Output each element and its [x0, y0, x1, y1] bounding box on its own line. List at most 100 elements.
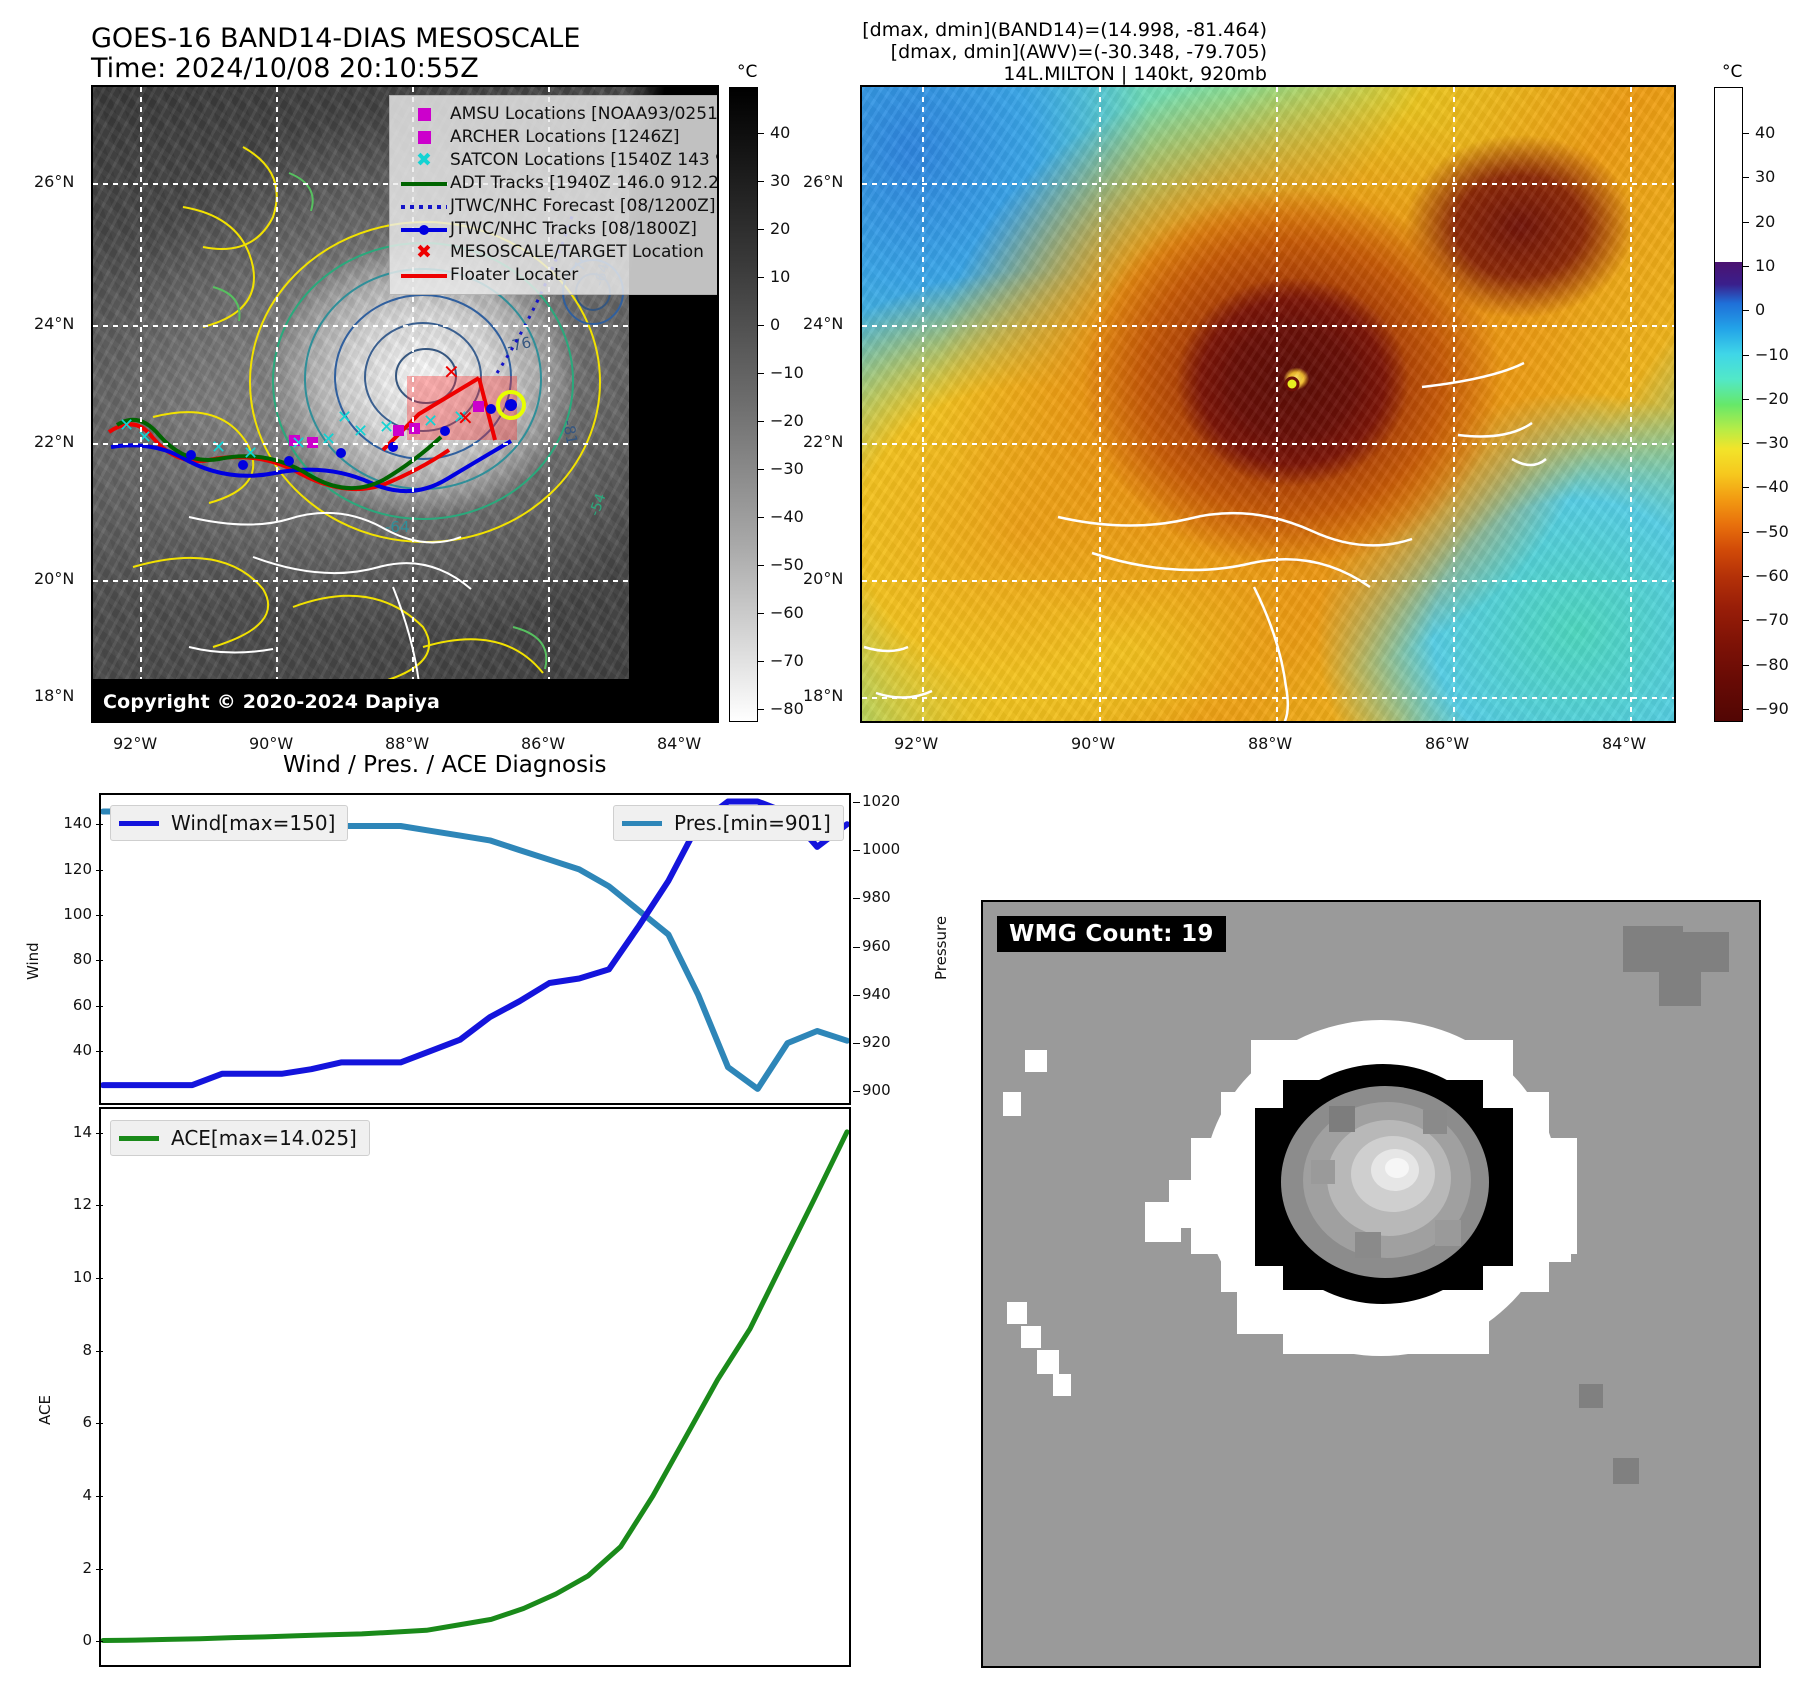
ir-colorbar-tick: 20 [770, 219, 791, 238]
graticule-lat-24 [93, 325, 717, 327]
wind-tick: 140 [63, 814, 92, 833]
ace-tick: 2 [82, 1558, 92, 1577]
wv-colorbar-tick: −70 [1755, 610, 1789, 630]
ir-ytick-3: 20°N [34, 569, 75, 588]
pressure-tick-mark [853, 994, 860, 996]
ir-colorbar-tick: −50 [770, 555, 804, 574]
wv-ytick-2: 22°N [803, 432, 844, 451]
wv-colorbar-tick-mark [1743, 265, 1749, 267]
wind-legend[interactable]: Wind[max=150] [110, 805, 349, 841]
wind-pressure-chart[interactable] [99, 793, 851, 1105]
map-legend-item: JTWC/NHC Forecast [08/1200Z] [398, 195, 717, 218]
ir-colorbar-tick: −30 [770, 459, 804, 478]
ir-colorbar-tick-mark [758, 277, 764, 278]
ace-tick: 10 [72, 1268, 92, 1287]
ir-colorbar-tick: −20 [770, 411, 804, 430]
wv-colorbar-tick: 40 [1755, 123, 1776, 142]
pressure-tick: 960 [862, 936, 891, 955]
ir-colorbar-tick: −40 [770, 507, 804, 526]
map-legend-item: ARCHER Locations [1246Z] [398, 126, 717, 149]
ace-legend-label: ACE[max=14.025] [171, 1126, 357, 1150]
pressure-axis-label: Pressure [932, 915, 950, 980]
pressure-tick: 940 [862, 984, 891, 1003]
ir-colorbar-tick-mark [758, 181, 764, 182]
wmg-panel[interactable]: WMG Count: 19 [981, 900, 1761, 1668]
ace-plot [101, 1129, 849, 1643]
wv-ytick-3: 20°N [803, 569, 844, 588]
map-legend-line-icon [398, 181, 450, 186]
ir-xtick-2: 88°W [385, 734, 430, 753]
wind-tick: 80 [72, 950, 92, 969]
ir-colorbar-tick: −10 [770, 363, 804, 382]
wv-colorbar-tick-mark [1743, 709, 1749, 710]
wv-colorbar-tick-mark [1743, 576, 1749, 578]
map-legend-label: ARCHER Locations [1246Z] [450, 126, 680, 147]
ace-tick: 4 [82, 1485, 92, 1504]
ir-colorbar-ticks: 40 30 20 10 0 −10 −20 −30 −40 −50 −60 −70 −80 [758, 87, 838, 722]
ace-tick-mark [96, 1278, 103, 1280]
wind-tick: 100 [63, 904, 92, 923]
wv-colorbar-tick-mark [1743, 177, 1749, 179]
pressure-tick: 1020 [862, 791, 901, 810]
wv-graticule-lon-86 [1453, 87, 1455, 721]
wv-coastlines [863, 361, 1547, 721]
svg-text:✕: ✕ [337, 407, 352, 428]
wind-tick-mark [96, 914, 103, 916]
page-title-line2: Time: 2024/10/08 20:10:55Z [91, 53, 479, 84]
ir-colorbar-tick-mark [758, 229, 764, 230]
wv-graticule-lon-84 [1630, 87, 1632, 721]
ir-colorbar-tick: 40 [770, 123, 791, 142]
ir-xtick-1: 90°W [249, 734, 294, 753]
map-legend: AMSU Locations [NOAA93/0251Z 136 922]ARC… [389, 95, 719, 295]
pressure-tick: 900 [862, 1081, 891, 1100]
ir-colorbar-tick-mark [758, 421, 764, 422]
wv-xtick-3: 86°W [1425, 734, 1470, 753]
wind-tick-mark [96, 1051, 103, 1053]
map-legend-label: MESOSCALE/TARGET Location [450, 241, 704, 262]
map-legend-item: JTWC/NHC Tracks [08/1800Z] [398, 218, 717, 241]
chart-title: Wind / Pres. / ACE Diagnosis [283, 752, 607, 778]
pressure-tick: 920 [862, 1033, 891, 1052]
graticule-lon-92 [140, 87, 142, 721]
map-legend-label: JTWC/NHC Tracks [08/1800Z] [450, 218, 697, 239]
wv-colorbar [1714, 87, 1743, 722]
wv-ytick-0: 26°N [803, 172, 844, 191]
pressure-tick-mark [853, 1043, 860, 1045]
chart-series-line [101, 808, 849, 1092]
wv-colorbar-tick: 0 [1755, 300, 1766, 320]
header-storm-summary: 14L.MILTON | 140kt, 920mb [1003, 63, 1267, 85]
ace-tick-mark [96, 1132, 103, 1134]
wind-tick-mark [96, 869, 103, 871]
wv-xtick-4: 84°W [1602, 734, 1647, 753]
wind-axis-label: Wind [24, 942, 42, 980]
pressure-tick: 980 [862, 888, 891, 907]
pressure-tick-mark [853, 946, 860, 948]
wv-colorbar-tick: 20 [1755, 211, 1776, 231]
wv-colorbar-tick-mark [1743, 664, 1749, 666]
wv-graticule-lon-90 [1099, 87, 1101, 721]
map-legend-label: Floater Locater [450, 264, 579, 285]
ir-ytick-1: 24°N [34, 314, 75, 333]
wv-colorbar-tick: −40 [1755, 477, 1789, 497]
chart-series-line [101, 1129, 849, 1643]
ir-colorbar-tick: 30 [770, 171, 791, 190]
ir-colorbar-tick-mark [758, 325, 764, 326]
svg-text:✕: ✕ [119, 415, 134, 436]
ace-chart[interactable] [99, 1107, 851, 1667]
ace-tick: 12 [72, 1195, 92, 1214]
map-legend-square-icon [398, 131, 450, 144]
ir-satellite-panel[interactable]: -76 -81 -64 -76 -64 -54 -64 [91, 85, 719, 723]
wv-colorbar-tick: −50 [1755, 521, 1789, 541]
contour-label: -76 [505, 333, 533, 356]
wv-ytick-4: 18°N [803, 686, 844, 705]
wv-xtick-1: 90°W [1071, 734, 1116, 753]
wind-pressure-plot [101, 798, 849, 1092]
pressure-legend[interactable]: Pres.[min=901] [613, 805, 844, 841]
pressure-tick-mark [853, 850, 860, 852]
ace-tick: 14 [72, 1122, 92, 1141]
ace-tick: 8 [82, 1340, 92, 1359]
header-awv-extremes: [dmax, dmin](AWV)=(-30.348, -79.705) [890, 41, 1267, 63]
enhanced-satellite-panel[interactable] [860, 85, 1676, 723]
map-legend-label: ADT Tracks [1940Z 146.0 912.2] [450, 172, 719, 193]
ace-legend[interactable]: ACE[max=14.025] [110, 1120, 370, 1156]
